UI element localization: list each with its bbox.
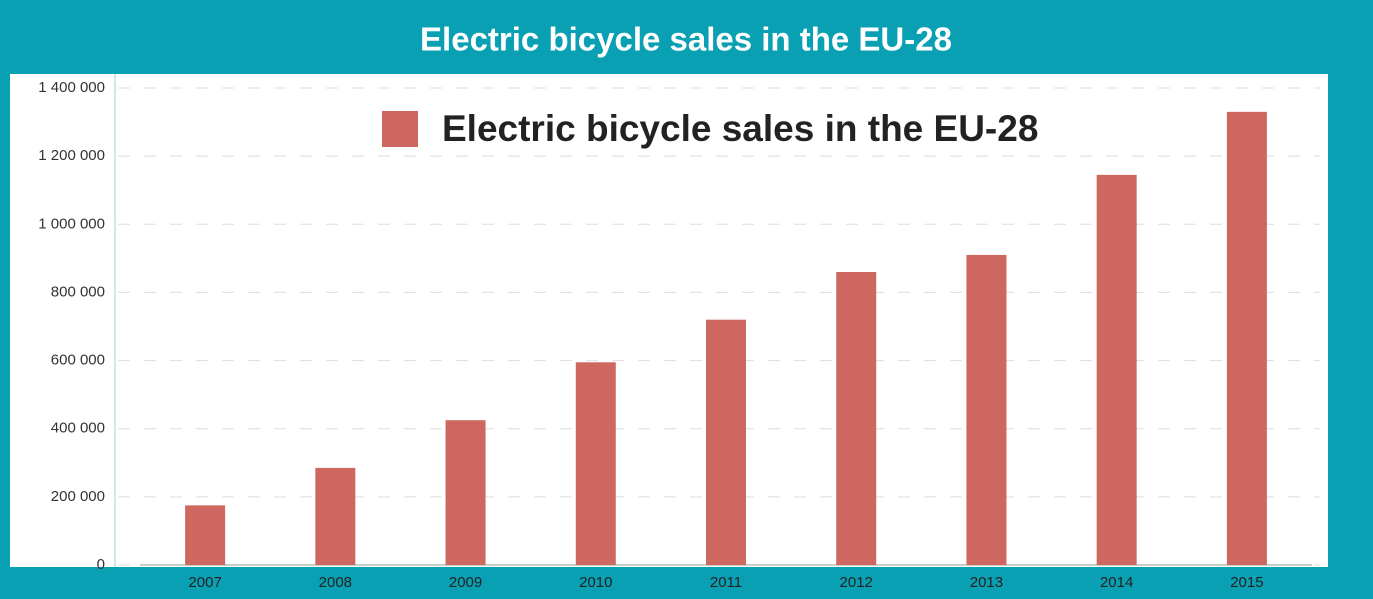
legend-swatch (382, 111, 418, 147)
y-tick-label: 600 000 (51, 352, 105, 369)
x-tick-label: 2010 (579, 574, 612, 591)
bar (185, 505, 226, 565)
chart-title: Electric bicycle sales in the EU-28 (420, 21, 952, 58)
legend-label: Electric bicycle sales in the EU-28 (442, 108, 1038, 149)
y-tick-label: 1 200 000 (38, 147, 105, 164)
bar (1226, 111, 1267, 565)
bar (1096, 174, 1137, 565)
x-tick-label: 2015 (1230, 574, 1263, 591)
bar (966, 254, 1007, 565)
bar (445, 420, 486, 565)
x-tick-label: 2008 (319, 574, 352, 591)
y-tick-label: 1 000 000 (38, 215, 105, 232)
x-tick-label: 2007 (188, 574, 221, 591)
bar (836, 271, 877, 565)
bar (706, 319, 746, 565)
y-tick-label: 400 000 (51, 420, 105, 437)
y-tick-label: 200 000 (51, 488, 105, 505)
y-tick-label: 1 400 000 (38, 79, 105, 96)
x-tick-label: 2009 (449, 574, 482, 591)
x-tick-label: 2012 (840, 574, 873, 591)
bar (315, 467, 356, 565)
y-tick-label: 800 000 (51, 283, 105, 300)
x-tick-label: 2014 (1100, 574, 1133, 591)
x-tick-label: 2011 (710, 574, 742, 591)
x-tick-label: 2013 (970, 574, 1003, 591)
y-tick-label: 0 (97, 556, 105, 573)
bar (575, 362, 616, 565)
